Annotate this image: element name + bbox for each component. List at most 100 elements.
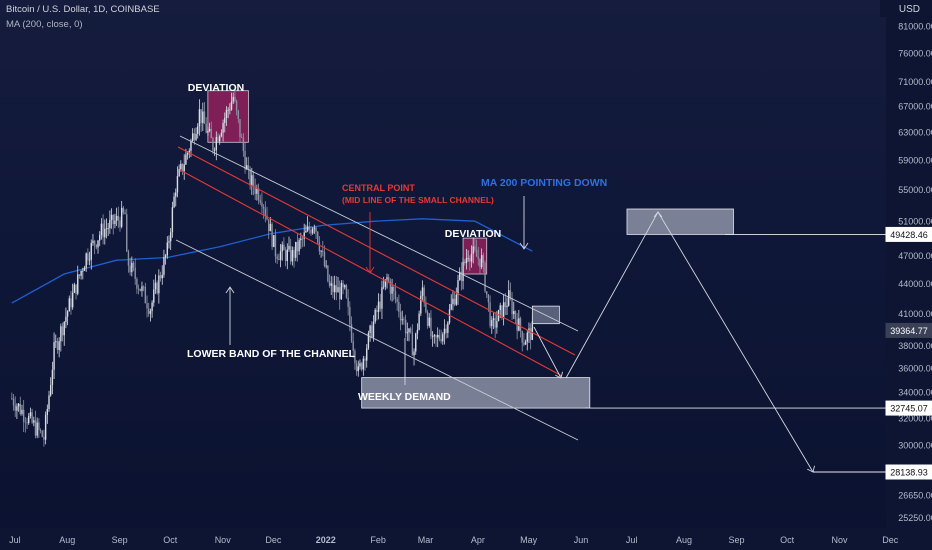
candle-body [306,226,309,231]
candle-body [244,151,246,170]
y-tick-label: 30000.00 [898,441,932,451]
candle-body [242,137,245,152]
candle-body [149,311,152,314]
price-label-box [885,226,932,242]
candle-body [467,258,469,259]
candle-body [88,259,91,261]
candle-body [198,109,201,127]
candle-body [151,302,153,312]
candle-body [394,291,397,299]
candle-body [284,250,287,261]
y-tick-label: 67000.00 [898,102,932,112]
candle-body [273,235,275,247]
candle-body [480,255,483,268]
candle-body [51,369,54,385]
candle-body [219,136,221,142]
candle-body [156,282,158,294]
candle-body [33,420,35,423]
candle-body [291,250,294,262]
annotation-label: WEEKLY DEMAND [358,391,451,403]
candle-body [338,287,341,300]
candle-body [323,252,326,266]
candle-body [171,207,174,233]
candle-body [205,123,207,133]
candle-body [77,274,79,294]
candle-body [474,246,476,250]
candle-body [369,325,371,333]
annotation-label: (MID LINE OF THE SMALL CHANNEL) [342,195,494,205]
candle-body [303,232,305,239]
candle-body [107,228,109,229]
candle-body [240,137,243,138]
y-tick-label: 47000.00 [898,251,932,261]
annotation-label: LOWER BAND OF THE CHANNEL [187,348,356,360]
candle-body [14,405,16,411]
candle-body [443,328,446,335]
candle-body [97,240,99,248]
x-tick-label: Dec [882,535,899,545]
candle-body [164,255,167,258]
channel-lower-line [175,239,579,441]
candle-body [342,283,344,288]
candle-body [60,326,62,342]
candle-body [377,301,380,312]
candle-body [482,255,485,263]
y-tick-label: 71000.00 [898,77,932,87]
candle-body [210,128,212,139]
candle-body [384,279,387,287]
y-tick-label: 44000.00 [898,279,932,289]
x-tick-label: Apr [471,535,485,545]
candle-body [90,243,92,260]
arrow-head [653,211,663,218]
candle-body [298,240,300,252]
currency-label[interactable]: USD [898,4,920,15]
ma200-line [11,218,533,304]
candle-body [507,290,510,306]
candle-body [521,331,523,343]
candle-body [144,286,147,304]
candle-body [29,412,32,417]
candle-body [479,258,481,268]
candle-body [433,335,436,337]
candle-body [48,395,50,410]
candle-body [477,256,479,259]
indicator-legend[interactable]: MA (200, close, 0) [6,19,83,30]
candle-body [230,101,233,110]
candle-body [34,420,37,436]
candle-body [391,286,393,294]
candle-body [364,358,366,361]
projection-drop [533,326,562,379]
candle-body [491,319,493,327]
candle-body [295,241,297,258]
candle-body [475,249,478,257]
candle-body [80,270,82,276]
candle-body [404,319,407,334]
price-label-box [885,464,932,480]
candle-body [251,175,253,186]
candle-body [259,200,261,203]
candle-body [393,286,395,292]
candle-body [168,241,170,243]
candle-body [75,284,77,294]
candle-body [519,318,522,332]
x-tick-label: Aug [59,535,75,545]
arrow-head [555,371,563,379]
candle-body [16,406,18,411]
candle-body [39,429,42,431]
candle-body [185,154,187,165]
candle-body [217,136,219,142]
candle-body [464,261,466,264]
candle-body [117,215,119,221]
candle-body [82,270,84,272]
candle-body [141,286,143,291]
x-tick-label: Jul [626,535,638,545]
candle-body [122,207,125,213]
candle-body [431,336,434,337]
candle-body [484,262,486,292]
price-label-text: 39364.77 [890,326,928,336]
candle-body [408,328,410,333]
candle-body [360,363,363,370]
candle-body [497,310,500,322]
candle-body [269,223,272,232]
